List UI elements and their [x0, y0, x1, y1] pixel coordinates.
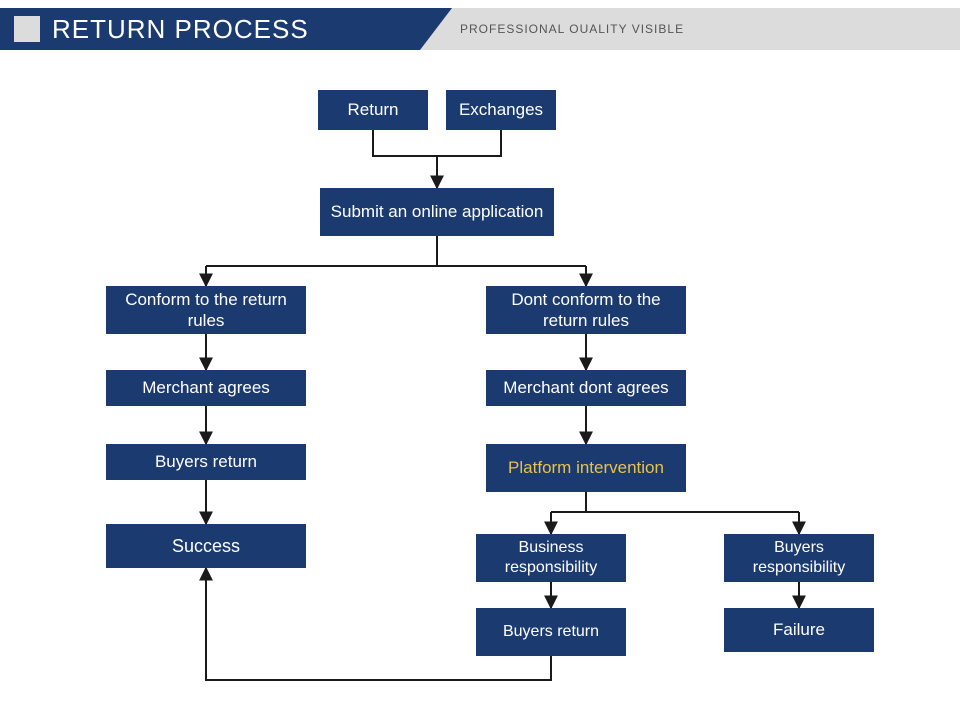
flow-node-submit: Submit an online application	[320, 188, 554, 236]
flow-node-buyresp: Buyers responsibility	[724, 534, 874, 582]
page-title: RETURN PROCESS	[52, 14, 309, 45]
flow-node-mdisagree: Merchant dont agrees	[486, 370, 686, 406]
flow-node-platform: Platform intervention	[486, 444, 686, 492]
flow-node-buyret2: Buyers return	[476, 608, 626, 656]
flow-node-magree: Merchant agrees	[106, 370, 306, 406]
header-triangle	[420, 8, 452, 50]
flow-node-return: Return	[318, 90, 428, 130]
flow-node-buyret1: Buyers return	[106, 444, 306, 480]
flow-node-failure: Failure	[724, 608, 874, 652]
header-square-icon	[14, 16, 40, 42]
flow-node-noconform: Dont conform to the return rules	[486, 286, 686, 334]
flow-node-bizresp: Business responsibility	[476, 534, 626, 582]
flow-node-conform: Conform to the return rules	[106, 286, 306, 334]
flow-node-exchanges: Exchanges	[446, 90, 556, 130]
page-subtitle: PROFESSIONAL OUALITY VISIBLE	[460, 22, 684, 36]
flow-node-success: Success	[106, 524, 306, 568]
